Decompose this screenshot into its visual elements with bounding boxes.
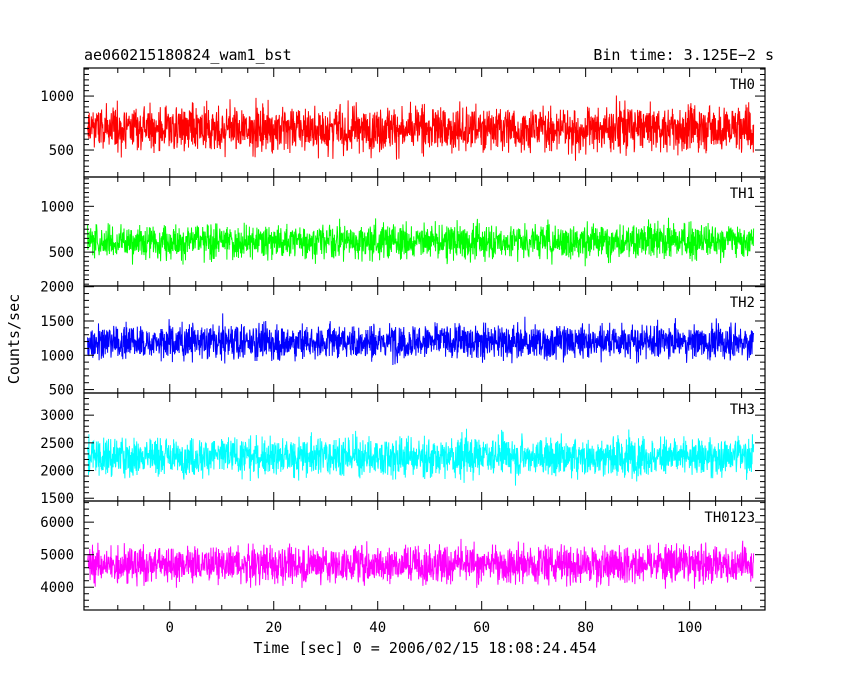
y-tick-label: 5000 xyxy=(40,548,74,564)
x-tick-label: 60 xyxy=(473,620,490,636)
y-tick-label: 500 xyxy=(49,383,74,399)
series-line-th2 xyxy=(87,313,755,366)
x-tick-label: 100 xyxy=(677,620,702,636)
series-line-th0123 xyxy=(87,538,755,589)
y-tick-label: 1500 xyxy=(40,491,74,507)
series-line-th1 xyxy=(87,217,755,267)
panel-th2: 500 1000 1500 2000 TH2 xyxy=(40,280,766,399)
y-tick-label: 500 xyxy=(49,143,74,159)
panel-label: TH1 xyxy=(730,186,755,202)
x-tick-label: 40 xyxy=(369,620,386,636)
y-tick-label: 3000 xyxy=(40,408,74,424)
chart-title-left: ae060215180824_wam1_bst xyxy=(84,46,292,64)
y-tick-label: 6000 xyxy=(40,515,74,531)
y-tick-label: 2500 xyxy=(40,436,74,452)
panel-th0: 500 1000 TH0 xyxy=(40,67,766,178)
x-axis-label: Time [sec] 0 = 2006/02/15 18:08:24.454 xyxy=(253,639,596,657)
y-tick-label: 1000 xyxy=(40,348,74,364)
y-tick-label: 1000 xyxy=(40,199,74,215)
panel-th1: 500 1000 TH1 xyxy=(40,176,766,287)
x-tick-label: 0 xyxy=(166,620,174,636)
panel-label: TH3 xyxy=(730,402,755,418)
panel-label: TH0 xyxy=(730,77,755,93)
y-tick-label: 4000 xyxy=(40,580,74,596)
panel-frame xyxy=(83,500,766,611)
y-tick-label: 1000 xyxy=(40,89,74,105)
series-line-th3 xyxy=(87,428,755,486)
series-line-th0 xyxy=(87,95,755,161)
y-tick-label: 500 xyxy=(49,245,74,261)
y-tick-label: 1500 xyxy=(40,314,74,330)
y-axis-label: Counts/sec xyxy=(5,294,23,384)
panel-th3: 1500 2000 2500 3000 TH3 xyxy=(40,392,766,507)
x-tick-label: 20 xyxy=(265,620,282,636)
y-tick-label: 2000 xyxy=(40,280,74,296)
panel-label: TH2 xyxy=(730,295,755,311)
x-tick-label: 80 xyxy=(577,620,594,636)
panel-th0123: 4000 5000 6000 TH0123 xyxy=(40,500,766,611)
chart-title-right: Bin time: 3.125E−2 s xyxy=(593,46,774,64)
panel-label: TH0123 xyxy=(704,510,755,526)
x-axis: 0 20 40 60 80 100 xyxy=(166,620,703,636)
y-tick-label: 2000 xyxy=(40,464,74,480)
panels-group: 500 1000 TH0 500 1000 TH1 500 1000 1500 2000 TH2 15… xyxy=(40,67,766,611)
